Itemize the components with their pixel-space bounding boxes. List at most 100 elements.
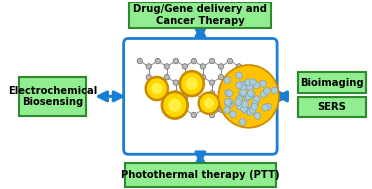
Circle shape bbox=[164, 107, 170, 112]
Circle shape bbox=[227, 58, 232, 64]
Circle shape bbox=[182, 74, 187, 80]
Circle shape bbox=[243, 93, 250, 100]
Circle shape bbox=[260, 80, 266, 87]
Text: Bioimaging: Bioimaging bbox=[300, 78, 364, 88]
Circle shape bbox=[218, 74, 224, 80]
Circle shape bbox=[209, 112, 215, 118]
Circle shape bbox=[244, 107, 250, 114]
FancyBboxPatch shape bbox=[19, 77, 86, 116]
Circle shape bbox=[209, 80, 215, 85]
Circle shape bbox=[163, 93, 187, 118]
Circle shape bbox=[218, 107, 224, 112]
Circle shape bbox=[245, 79, 251, 86]
Circle shape bbox=[236, 107, 242, 112]
Circle shape bbox=[251, 100, 258, 107]
Circle shape bbox=[247, 90, 254, 97]
Circle shape bbox=[137, 58, 142, 64]
FancyBboxPatch shape bbox=[129, 2, 272, 28]
Circle shape bbox=[260, 91, 267, 98]
Circle shape bbox=[199, 93, 219, 113]
Circle shape bbox=[155, 91, 160, 96]
Circle shape bbox=[164, 96, 170, 101]
Circle shape bbox=[247, 109, 254, 115]
Circle shape bbox=[238, 89, 245, 96]
Circle shape bbox=[191, 112, 196, 118]
Circle shape bbox=[265, 103, 271, 110]
Circle shape bbox=[248, 106, 255, 112]
Circle shape bbox=[182, 96, 187, 101]
Text: Electrochemical
Biosensing: Electrochemical Biosensing bbox=[8, 86, 97, 107]
Circle shape bbox=[146, 78, 167, 99]
Circle shape bbox=[182, 64, 187, 69]
Circle shape bbox=[227, 112, 232, 118]
Circle shape bbox=[218, 96, 224, 101]
Circle shape bbox=[227, 101, 233, 108]
Circle shape bbox=[200, 64, 206, 69]
Circle shape bbox=[224, 98, 231, 105]
FancyBboxPatch shape bbox=[298, 72, 366, 93]
Circle shape bbox=[251, 103, 258, 110]
Circle shape bbox=[236, 96, 242, 101]
Circle shape bbox=[218, 65, 279, 128]
Text: Drug/Gene delivery and
Cancer Therapy: Drug/Gene delivery and Cancer Therapy bbox=[134, 4, 267, 26]
Circle shape bbox=[235, 99, 241, 106]
Circle shape bbox=[191, 58, 196, 64]
Circle shape bbox=[239, 119, 246, 125]
Circle shape bbox=[248, 91, 255, 98]
Circle shape bbox=[241, 101, 248, 108]
Circle shape bbox=[155, 58, 160, 64]
Circle shape bbox=[200, 96, 206, 101]
Circle shape bbox=[246, 84, 253, 91]
Circle shape bbox=[250, 78, 256, 85]
Circle shape bbox=[200, 107, 206, 112]
Circle shape bbox=[191, 80, 196, 85]
Circle shape bbox=[253, 82, 260, 89]
Circle shape bbox=[180, 72, 203, 95]
Circle shape bbox=[249, 107, 256, 113]
Circle shape bbox=[226, 98, 232, 105]
Text: Photothermal therapy (PTT): Photothermal therapy (PTT) bbox=[121, 170, 280, 180]
Circle shape bbox=[240, 84, 246, 91]
Circle shape bbox=[173, 112, 179, 118]
Circle shape bbox=[264, 88, 270, 94]
Circle shape bbox=[246, 93, 252, 100]
Circle shape bbox=[241, 105, 247, 112]
Circle shape bbox=[218, 64, 224, 69]
Circle shape bbox=[179, 70, 205, 97]
Circle shape bbox=[225, 90, 231, 97]
Circle shape bbox=[224, 107, 230, 113]
Circle shape bbox=[204, 98, 214, 108]
Circle shape bbox=[146, 64, 151, 69]
FancyBboxPatch shape bbox=[125, 163, 276, 187]
Circle shape bbox=[240, 89, 247, 96]
Circle shape bbox=[200, 74, 206, 80]
FancyBboxPatch shape bbox=[298, 97, 366, 117]
Circle shape bbox=[236, 103, 243, 110]
Circle shape bbox=[254, 112, 261, 119]
Circle shape bbox=[236, 64, 242, 69]
Circle shape bbox=[146, 74, 151, 80]
Circle shape bbox=[236, 96, 243, 103]
Circle shape bbox=[186, 77, 198, 90]
Circle shape bbox=[225, 100, 231, 107]
Circle shape bbox=[262, 104, 269, 111]
Circle shape bbox=[253, 96, 260, 103]
Circle shape bbox=[169, 99, 181, 112]
Circle shape bbox=[144, 76, 169, 101]
Circle shape bbox=[227, 91, 232, 96]
Circle shape bbox=[173, 91, 179, 96]
Circle shape bbox=[173, 80, 179, 85]
Circle shape bbox=[182, 107, 187, 112]
Circle shape bbox=[236, 72, 243, 79]
Circle shape bbox=[230, 111, 237, 118]
Circle shape bbox=[151, 83, 162, 94]
Circle shape bbox=[209, 58, 215, 64]
Circle shape bbox=[209, 91, 215, 96]
Circle shape bbox=[173, 58, 179, 64]
Circle shape bbox=[198, 91, 220, 115]
Circle shape bbox=[191, 91, 196, 96]
Circle shape bbox=[246, 93, 253, 99]
Circle shape bbox=[244, 94, 251, 101]
Circle shape bbox=[236, 74, 242, 80]
Circle shape bbox=[236, 82, 242, 88]
